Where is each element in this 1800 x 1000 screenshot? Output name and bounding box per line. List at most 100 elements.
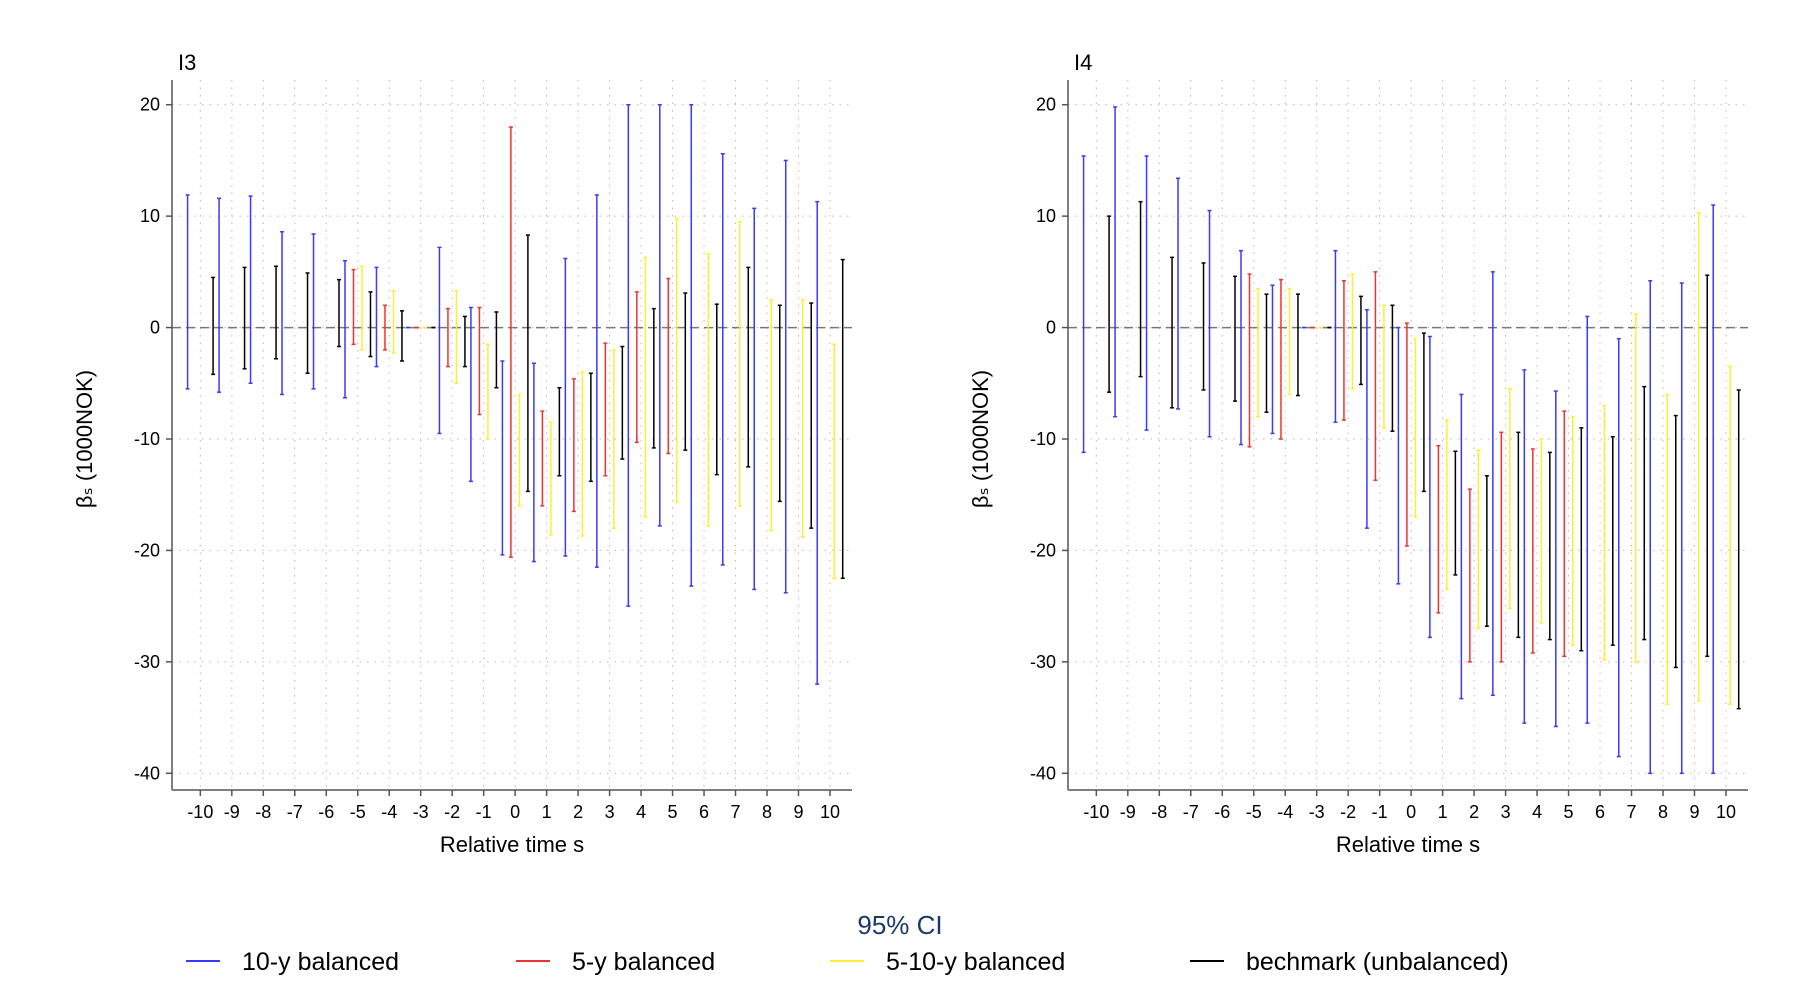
y-tick-label: -20 bbox=[1030, 540, 1056, 560]
series-2 bbox=[1255, 212, 1733, 705]
series-3 bbox=[1107, 200, 1741, 710]
y-tick-label: -30 bbox=[134, 652, 160, 672]
error-bar bbox=[548, 421, 553, 536]
x-tick-label: -1 bbox=[476, 802, 492, 822]
legend: 95% CI 10-y balanced 5-y balanced 5-10-y b… bbox=[186, 910, 1509, 976]
x-tick-label: 10 bbox=[820, 802, 840, 822]
error-bar bbox=[337, 278, 342, 348]
error-bar bbox=[391, 290, 396, 354]
error-bar bbox=[1364, 308, 1369, 529]
series-1 bbox=[351, 126, 671, 558]
x-tick-label: 4 bbox=[636, 802, 646, 822]
error-bar bbox=[1404, 322, 1409, 547]
error-bar bbox=[437, 246, 442, 435]
error-bar bbox=[783, 159, 788, 594]
x-tick-label: 7 bbox=[1627, 802, 1637, 822]
x-tick-label: 7 bbox=[731, 802, 741, 822]
error-bar bbox=[1278, 278, 1283, 440]
error-bar bbox=[1333, 249, 1338, 424]
error-bar bbox=[683, 292, 688, 451]
error-bar bbox=[305, 272, 310, 375]
error-bar bbox=[1728, 365, 1733, 705]
error-bar bbox=[777, 304, 782, 503]
error-bar bbox=[185, 194, 190, 390]
error-bar bbox=[1602, 404, 1607, 661]
legend-label: 5-y balanced bbox=[572, 948, 715, 976]
error-bar bbox=[1673, 414, 1678, 669]
error-bar bbox=[1570, 415, 1575, 646]
x-tick-label: 6 bbox=[699, 802, 709, 822]
panel-title: I3 bbox=[178, 50, 196, 75]
error-bar bbox=[1390, 304, 1395, 432]
y-tick-label: -40 bbox=[1030, 763, 1056, 783]
x-tick-label: -7 bbox=[287, 802, 303, 822]
error-bar bbox=[594, 194, 599, 568]
y-tick-label: -40 bbox=[134, 763, 160, 783]
error-bar bbox=[1705, 274, 1710, 658]
legend-label: 10-y balanced bbox=[242, 948, 399, 976]
error-bar bbox=[1436, 444, 1441, 614]
x-tick-label: 10 bbox=[1716, 802, 1736, 822]
error-bar bbox=[1642, 385, 1647, 641]
x-tick-label: 5 bbox=[1564, 802, 1574, 822]
error-bar bbox=[1610, 436, 1615, 646]
error-bar bbox=[800, 298, 805, 538]
series-0 bbox=[1081, 106, 1716, 775]
error-bar bbox=[1247, 273, 1252, 448]
error-bar bbox=[1553, 390, 1558, 728]
error-bar bbox=[1547, 451, 1552, 641]
error-bar bbox=[1170, 256, 1175, 409]
error-bar bbox=[1711, 204, 1716, 775]
x-tick-label: -4 bbox=[381, 802, 397, 822]
error-bar bbox=[1633, 313, 1638, 663]
error-bar bbox=[462, 315, 467, 368]
series-1 bbox=[1247, 271, 1567, 663]
error-bar bbox=[1287, 287, 1292, 396]
error-bar bbox=[359, 265, 364, 351]
error-bar bbox=[1484, 475, 1489, 627]
y-tick-label: -20 bbox=[134, 540, 160, 560]
legend-item-1: 5-y balanced bbox=[516, 948, 715, 976]
error-bar bbox=[485, 343, 490, 440]
x-tick-label: -8 bbox=[1151, 802, 1167, 822]
y-tick-label: 20 bbox=[140, 95, 160, 115]
x-tick-label: 4 bbox=[1532, 802, 1542, 822]
error-bar bbox=[611, 349, 616, 529]
error-bar bbox=[1413, 337, 1418, 518]
x-tick-label: 1 bbox=[1438, 802, 1448, 822]
x-tick-label: -2 bbox=[1340, 802, 1356, 822]
error-bar bbox=[1238, 249, 1243, 446]
error-bar bbox=[1665, 393, 1670, 705]
legend-item-3: bechmark (unbalanced) bbox=[1190, 948, 1509, 976]
x-tick-label: -4 bbox=[1277, 802, 1293, 822]
error-bar bbox=[603, 342, 608, 477]
error-bar bbox=[1358, 295, 1363, 386]
x-tick-label: -10 bbox=[1083, 802, 1109, 822]
y-tick-label: 10 bbox=[140, 206, 160, 226]
x-tick-label: -2 bbox=[444, 802, 460, 822]
error-bar bbox=[714, 303, 719, 476]
error-bar bbox=[752, 207, 757, 591]
error-bar bbox=[737, 220, 742, 507]
error-bar bbox=[620, 345, 625, 460]
error-bar bbox=[1144, 155, 1149, 431]
error-bar bbox=[1264, 293, 1269, 414]
error-bar bbox=[674, 217, 679, 504]
error-bar bbox=[368, 291, 373, 358]
error-bar bbox=[746, 266, 751, 468]
x-axis-title: Relative time s bbox=[440, 832, 584, 857]
x-tick-label: 2 bbox=[573, 802, 583, 822]
error-bar bbox=[242, 266, 247, 370]
x-tick-label: 0 bbox=[510, 802, 520, 822]
error-bar bbox=[468, 306, 473, 483]
error-bar bbox=[1138, 200, 1143, 378]
error-bar bbox=[1233, 275, 1238, 402]
error-bar bbox=[445, 307, 450, 368]
error-bar bbox=[1476, 449, 1481, 630]
legend-label: 5-10-y balanced bbox=[886, 948, 1065, 976]
error-bar bbox=[1107, 215, 1112, 393]
error-bar bbox=[1373, 271, 1378, 481]
error-bar bbox=[580, 371, 585, 537]
error-bar bbox=[1467, 488, 1472, 663]
